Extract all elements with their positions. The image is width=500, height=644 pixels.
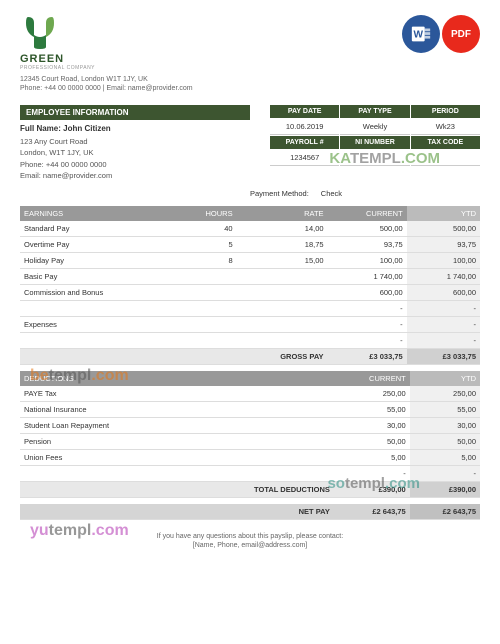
tax-header: TAX CODE (411, 136, 480, 149)
payment-method-value: Check (321, 189, 342, 198)
employee-addr1: 123 Any Court Road (20, 136, 250, 147)
deductions-table: DEDUCTIONSCURRENTYTD PAYE Tax250,00250,0… (20, 371, 480, 520)
table-row: Pension50,0050,00 (20, 434, 480, 450)
company-subtitle: PROFESSIONAL COMPANY (20, 65, 193, 71)
table-header: CURRENT (328, 206, 407, 221)
table-header: YTD (410, 371, 480, 386)
pay-type-value: Weekly (340, 119, 409, 135)
table-header: HOURS (174, 206, 236, 221)
word-icon: W (402, 15, 440, 53)
company-contact: Phone: +44 00 0000 0000 | Email: name@pr… (20, 84, 193, 93)
table-header: RATE (237, 206, 328, 221)
svg-text:W: W (413, 30, 423, 41)
watermark-sotempl: sotempl.com (327, 475, 420, 492)
table-row: Basic Pay1 740,001 740,00 (20, 269, 480, 285)
period-header: PERIOD (411, 105, 480, 118)
employee-header: EMPLOYEE INFORMATION (20, 105, 250, 120)
table-header: CURRENT (334, 371, 410, 386)
table-header: YTD (407, 206, 480, 221)
pay-date-header: PAY DATE (270, 105, 339, 118)
table-row: Overtime Pay518,7593,7593,75 (20, 237, 480, 253)
table-header (192, 371, 334, 386)
table-row: Expenses-- (20, 317, 480, 333)
company-logo (20, 15, 60, 51)
employee-name: Full Name: John Citizen (20, 124, 250, 133)
company-address: 12345 Court Road, London W1T 1JY, UK (20, 75, 193, 84)
employee-email: Email: name@provider.com (20, 170, 250, 181)
watermark-betempl: betempl.com (30, 367, 129, 385)
pay-date-value: 10.06.2019 (270, 119, 339, 135)
table-row: -- (20, 333, 480, 349)
table-row: Commission and Bonus600,00600,00 (20, 285, 480, 301)
net-row: NET PAY£2 643,75£2 643,75 (20, 504, 480, 520)
watermark-yutempl: yutempl.com (30, 522, 129, 540)
table-header (178, 371, 192, 386)
table-row: Student Loan Repayment30,0030,00 (20, 418, 480, 434)
table-row: Standard Pay4014,00500,00500,00 (20, 221, 480, 237)
earnings-table: EARNINGSHOURSRATECURRENTYTD Standard Pay… (20, 206, 480, 365)
table-row: Union Fees5,005,00 (20, 450, 480, 466)
pay-type-header: PAY TYPE (340, 105, 409, 118)
ni-header: NI NUMBER (340, 136, 409, 149)
company-name: GREEN (20, 53, 193, 65)
table-row: Holiday Pay815,00100,00100,00 (20, 253, 480, 269)
payroll-header: PAYROLL # (270, 136, 339, 149)
table-header: EARNINGS (20, 206, 174, 221)
table-row: -- (20, 301, 480, 317)
watermark-katempl: KATEMPL.COM (329, 150, 440, 167)
pdf-icon: PDF (442, 15, 480, 53)
table-row: National Insurance55,0055,00 (20, 402, 480, 418)
payment-method-label: Payment Method: (250, 189, 309, 198)
period-value: Wk23 (411, 119, 480, 135)
table-row: PAYE Tax250,00250,00 (20, 386, 480, 402)
footer-line2: [Name, Phone, email@address.com] (20, 541, 480, 550)
total-row: GROSS PAY£3 033,75£3 033,75 (20, 349, 480, 365)
employee-phone: Phone: +44 00 0000 0000 (20, 159, 250, 170)
employee-addr2: London, W1T 1JY, UK (20, 147, 250, 158)
